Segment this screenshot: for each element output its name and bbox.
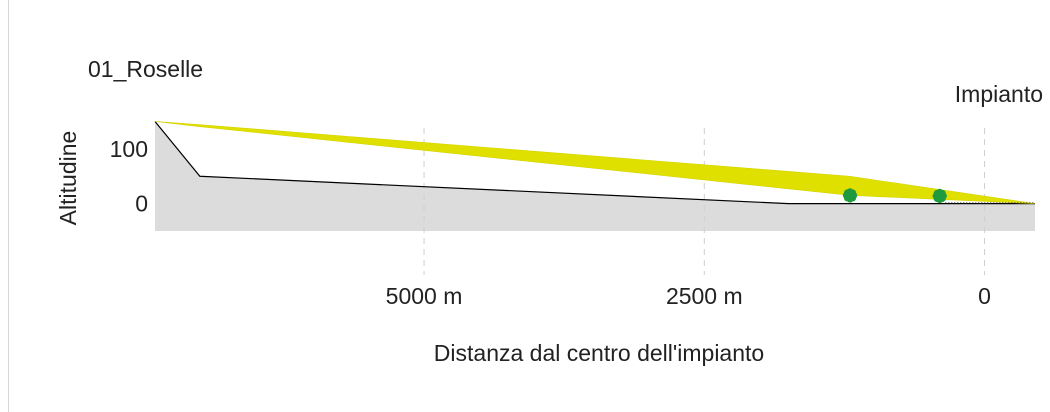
left-border	[8, 0, 9, 412]
y-axis-label: Altitudine	[55, 131, 81, 226]
terrain-area	[155, 121, 1035, 231]
terrain-line	[154, 121, 1035, 205]
x-tick-label-5000: 5000 m	[386, 283, 463, 309]
y-tick-label-0: 0	[135, 191, 148, 217]
tree-core	[845, 190, 855, 200]
x-tick-label-0: 0	[978, 283, 991, 309]
y-tick-labels: 100 0	[110, 136, 148, 217]
visibility-band	[154, 121, 1036, 204]
x-axis-label: Distanza dal centro dell'impianto	[434, 340, 764, 366]
chart-title: 01_Roselle	[88, 56, 203, 82]
impianto-annotation: Impianto	[955, 81, 1043, 107]
tree-marker	[842, 188, 858, 203]
x-tick-label-2500: 2500 m	[666, 283, 743, 309]
tree-marker	[932, 188, 947, 204]
y-tick-label-100: 100	[110, 136, 148, 162]
tree-core	[935, 191, 945, 201]
plot-area	[154, 121, 1036, 275]
x-tick-labels: 5000 m 2500 m 0	[386, 283, 991, 309]
